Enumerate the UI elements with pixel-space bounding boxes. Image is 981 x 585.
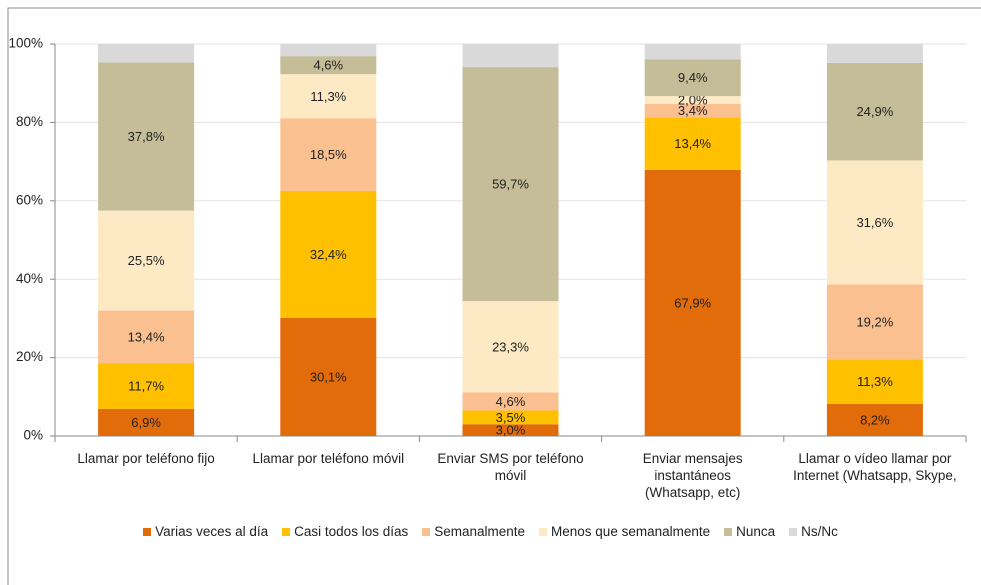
bar-segment — [98, 310, 195, 364]
x-tick-label: Llamar por teléfono fijo — [77, 451, 215, 466]
bar-segment — [462, 392, 559, 411]
legend-swatch — [789, 527, 798, 536]
legend-swatch — [422, 527, 431, 536]
data-label: 11,3% — [310, 89, 346, 104]
bar-segment — [280, 191, 377, 319]
data-label: 25,5% — [128, 253, 165, 268]
data-label: 18,5% — [310, 147, 347, 162]
bar-segment — [644, 44, 741, 60]
bar-segment — [462, 44, 559, 68]
data-label: 3,5% — [496, 410, 526, 425]
bar-segment — [98, 363, 195, 409]
bar-segment — [644, 96, 741, 104]
x-tick-label: Enviar SMS por teléfono móvil — [437, 451, 584, 483]
data-label: 31,6% — [856, 215, 893, 230]
data-label: 11,7% — [128, 378, 164, 393]
data-label: 37,8% — [128, 129, 165, 144]
y-tick-label: 40% — [16, 271, 43, 286]
data-label: 13,4% — [128, 329, 165, 344]
data-label: 3,0% — [496, 423, 526, 438]
data-label: 11,3% — [857, 374, 893, 389]
bar-segment — [826, 359, 923, 404]
bar-segment — [826, 62, 923, 161]
bar-segment — [462, 67, 559, 302]
legend-label: Semanalmente — [434, 524, 526, 539]
bar-segment — [826, 44, 923, 63]
bar-segment — [280, 318, 377, 436]
bar-segment — [826, 160, 923, 285]
y-tick-label: 100% — [8, 36, 43, 51]
legend-swatch — [539, 527, 548, 536]
bar-segment — [462, 424, 559, 436]
data-label: 8,2% — [860, 412, 890, 427]
legend: Varias veces al día Casi todos los días Se… — [0, 524, 981, 539]
legend-swatch — [724, 527, 733, 536]
bar-segment — [644, 169, 741, 436]
y-tick-label: 80% — [16, 114, 43, 129]
x-tick-label: Llamar o vídeo llamar por Internet (What… — [793, 451, 957, 483]
bar-segment — [644, 117, 741, 170]
data-label: 4,6% — [496, 394, 526, 409]
legend-item: Semanalmente — [422, 524, 525, 539]
bar-segment — [98, 210, 195, 311]
bar-segment — [826, 284, 923, 360]
y-tick-label: 20% — [16, 349, 43, 364]
legend-item: Varias veces al día — [143, 524, 268, 539]
bar-segment — [826, 403, 923, 436]
x-tick-label: Llamar por teléfono móvil — [252, 451, 405, 466]
bar-segment — [280, 44, 377, 57]
bar-segment — [98, 408, 195, 436]
data-label: 30,1% — [310, 369, 347, 384]
data-label: 6,9% — [131, 415, 161, 430]
legend-swatch — [143, 527, 152, 536]
bar-segment — [98, 44, 195, 63]
legend-label: Menos que semanalmente — [551, 524, 711, 539]
data-label: 13,4% — [674, 136, 711, 151]
bar-segment — [280, 118, 377, 191]
legend-item: Ns/Nc — [789, 524, 838, 539]
y-tick-label: 0% — [23, 428, 43, 443]
data-label: 32,4% — [310, 247, 347, 262]
legend-item: Menos que semanalmente — [539, 524, 710, 539]
legend-item: Casi todos los días — [282, 524, 408, 539]
legend-label: Varias veces al día — [155, 524, 269, 539]
bar-segment — [280, 74, 377, 119]
data-label: 4,6% — [313, 58, 343, 73]
bar-segment — [462, 301, 559, 393]
legend-item: Nunca — [724, 524, 775, 539]
bar-segment — [462, 410, 559, 425]
data-label: 24,9% — [856, 104, 893, 119]
data-label: 67,9% — [674, 295, 711, 310]
data-label: 2,0% — [678, 92, 708, 107]
data-label: 23,3% — [492, 339, 529, 354]
bar-segment — [280, 56, 377, 75]
legend-label: Nunca — [736, 524, 776, 539]
bar-segment — [644, 103, 741, 118]
data-label: 9,4% — [678, 70, 708, 85]
bar-segment — [98, 62, 195, 211]
data-label: 3,4% — [678, 103, 708, 118]
data-label: 19,2% — [856, 314, 893, 329]
legend-label: Casi todos los días — [294, 524, 409, 539]
x-tick-label: Enviar mensajes instantáneos (Whatsapp, … — [642, 451, 743, 500]
frame — [7, 7, 981, 585]
legend-swatch — [282, 527, 291, 536]
y-tick-label: 60% — [16, 192, 43, 207]
legend-label: Ns/Nc — [801, 524, 838, 539]
data-label: 59,7% — [492, 177, 529, 192]
bar-segment — [644, 59, 741, 97]
